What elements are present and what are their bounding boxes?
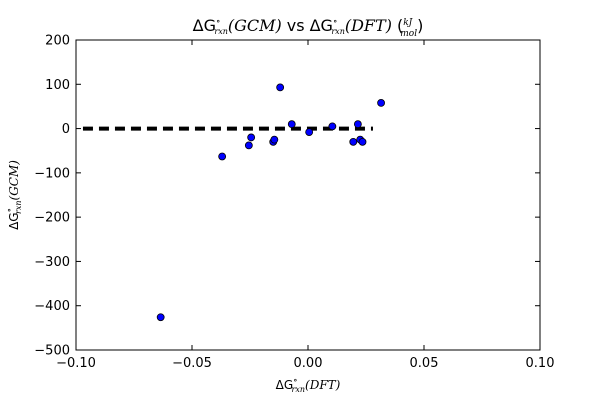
title-vs: vs [287, 16, 305, 35]
xlabel-sup: ∘ [293, 376, 297, 386]
data-point [156, 313, 165, 322]
y-tick-label: 200 [45, 34, 70, 49]
x-axis-label: ΔG∘ rxn(DFT) [276, 376, 341, 394]
x-tick-label: 0.00 [294, 356, 323, 371]
x-tick-label: −0.10 [56, 356, 96, 371]
data-point [328, 122, 337, 131]
xlabel-sub: rxn [292, 385, 306, 394]
ylabel-rest: (GCM) [7, 160, 21, 201]
y-tick-label: −300 [34, 255, 70, 270]
data-point [349, 137, 358, 146]
xlabel-rest: (DFT) [305, 378, 341, 392]
title-unit-num: kJ [403, 18, 413, 28]
data-point [247, 133, 256, 142]
title-sub: rxn [214, 27, 228, 36]
x-tick-label: −0.05 [172, 356, 212, 371]
y-tick-label: 100 [45, 78, 70, 93]
xlabel-delta: ΔG [276, 378, 294, 392]
data-point [377, 98, 385, 107]
title-unit-open: ( [397, 16, 403, 35]
plot-frame [75, 39, 541, 351]
x-tick-label: 0.10 [526, 356, 555, 371]
title-dft: (DFT) [345, 16, 392, 35]
data-point [358, 137, 367, 146]
title-sup: ∘ [216, 17, 220, 27]
ylabel-sub: rxn [14, 200, 23, 214]
y-tick-label: −200 [34, 211, 70, 226]
y-tick-label: −400 [34, 299, 70, 314]
data-point [218, 152, 227, 161]
title-sup-2: ∘ [333, 17, 337, 27]
title-delta: ΔG [193, 16, 216, 35]
data-point [270, 135, 279, 144]
data-point [244, 141, 253, 150]
y-tick-label: −500 [34, 344, 70, 359]
y-tick-label: 0 [62, 122, 70, 137]
ylabel-delta: ΔG [7, 212, 21, 230]
data-point [305, 128, 314, 137]
data-point [287, 120, 296, 129]
y-axis-label: ΔG∘rxn(GCM) [5, 160, 23, 230]
ylabel-sup: ∘ [5, 208, 15, 212]
title-unit-close: ) [417, 16, 423, 35]
data-point [276, 83, 285, 92]
title-unit-den: mol [400, 29, 417, 39]
chart-title: ΔG∘ rxn(GCM) vs ΔG∘ rxn(DFT) (kJ mol) [193, 16, 424, 39]
title-delta-2: ΔG [310, 16, 333, 35]
title-sub-2: rxn [331, 27, 345, 36]
y-tick-label: −100 [34, 166, 70, 181]
title-gcm: (GCM) [228, 16, 282, 35]
data-point [353, 120, 362, 129]
x-tick-label: 0.05 [410, 356, 439, 371]
